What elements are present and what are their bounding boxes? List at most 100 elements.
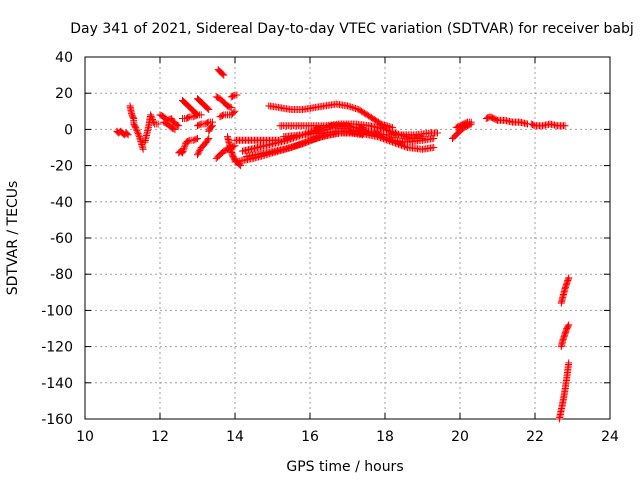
data-point [192, 135, 200, 143]
grid-lines [85, 57, 610, 419]
chart-title: Day 341 of 2021, Sidereal Day-to-day VTE… [70, 21, 633, 37]
data-point [205, 134, 213, 142]
data-point [133, 127, 141, 135]
data-point [345, 102, 353, 110]
data-point [462, 119, 470, 127]
y-tick-label: -20 [50, 159, 73, 175]
x-tick-label: 18 [376, 429, 394, 445]
data-point [197, 111, 205, 119]
x-tick-label: 14 [226, 429, 244, 445]
data-point [147, 112, 155, 120]
series-arc-02 [126, 102, 147, 153]
data-point [233, 91, 241, 99]
data-point [174, 121, 181, 129]
data-point [565, 359, 573, 367]
data-point [306, 137, 314, 145]
data-point [231, 107, 239, 115]
series-arc-16 [227, 91, 241, 101]
x-tick-label: 12 [151, 429, 169, 445]
y-tick-label: -60 [50, 231, 73, 247]
data-point [135, 131, 143, 139]
data-point [307, 137, 315, 145]
data-point [196, 121, 204, 129]
series-arc-15 [216, 107, 239, 121]
data-point [170, 125, 178, 133]
data-point [434, 129, 441, 137]
x-tick-label: 22 [526, 429, 544, 445]
data-point [196, 146, 204, 154]
data-point [180, 144, 188, 152]
data-point [149, 117, 157, 125]
data-point [300, 139, 308, 147]
data-point [380, 121, 388, 129]
data-point [194, 134, 201, 142]
data-point [185, 113, 193, 121]
data-point [154, 120, 162, 128]
data-point [565, 274, 573, 282]
data-point [175, 122, 183, 130]
data-point [398, 141, 405, 149]
data-point [467, 118, 475, 126]
data-point [401, 142, 408, 150]
y-tick-label: 40 [55, 50, 73, 66]
data-point [171, 125, 179, 133]
data-point [226, 103, 234, 111]
data-point [180, 146, 188, 154]
series-arc-03 [141, 111, 162, 146]
series-arc-07 [179, 96, 201, 119]
data-point [139, 145, 147, 153]
y-tick-label: -160 [41, 412, 73, 428]
data-point [303, 138, 311, 146]
series-arc-25 [280, 127, 441, 141]
series-arc-32 [555, 359, 573, 423]
data-point [124, 131, 132, 139]
data-point [237, 162, 245, 170]
data-point [230, 109, 238, 117]
series-arc-23 [265, 100, 396, 132]
data-point [219, 112, 226, 120]
data-point [348, 103, 356, 111]
y-tick-label: 20 [55, 86, 73, 102]
series-arc-01 [113, 127, 132, 139]
series-arc-06 [175, 134, 201, 157]
x-tick-label: 10 [76, 429, 94, 445]
data-point [402, 143, 410, 151]
y-tick-label: -40 [50, 195, 73, 211]
data-point [395, 140, 402, 148]
data-point [376, 119, 384, 127]
data-point [347, 103, 355, 111]
data-point [565, 321, 573, 329]
data-point [284, 136, 291, 144]
data-point [227, 104, 235, 112]
data-point [185, 137, 193, 145]
y-tick-label: -120 [41, 340, 73, 356]
series-arc-09 [194, 95, 213, 113]
data-point [419, 134, 426, 142]
data-point [390, 139, 398, 147]
data-point [181, 141, 189, 149]
data-point [399, 142, 407, 150]
data-point [209, 122, 216, 130]
data-point [299, 140, 306, 148]
data-point [301, 139, 309, 147]
data-point [352, 104, 360, 112]
data-point [132, 125, 140, 133]
series-arc-08 [179, 111, 205, 123]
y-tick-label: -80 [50, 267, 73, 283]
data-point [310, 135, 318, 143]
data-point [195, 148, 203, 156]
data-point [396, 141, 404, 149]
series-arc-05 [160, 118, 179, 133]
data-point [393, 140, 401, 148]
data-point [194, 149, 202, 157]
data-point [179, 149, 186, 157]
series-arc-28 [482, 113, 531, 128]
y-tick-label: 0 [64, 122, 73, 138]
x-tick-label: 24 [601, 429, 619, 445]
data-point [123, 130, 131, 138]
data-point [430, 144, 438, 151]
data-point [204, 119, 211, 127]
axis-ticks: 10 12 14 16 18 20 22 24 40 20 0 -20 -40 -60 -80 -100 -12… [41, 50, 619, 445]
data-point [304, 138, 312, 146]
